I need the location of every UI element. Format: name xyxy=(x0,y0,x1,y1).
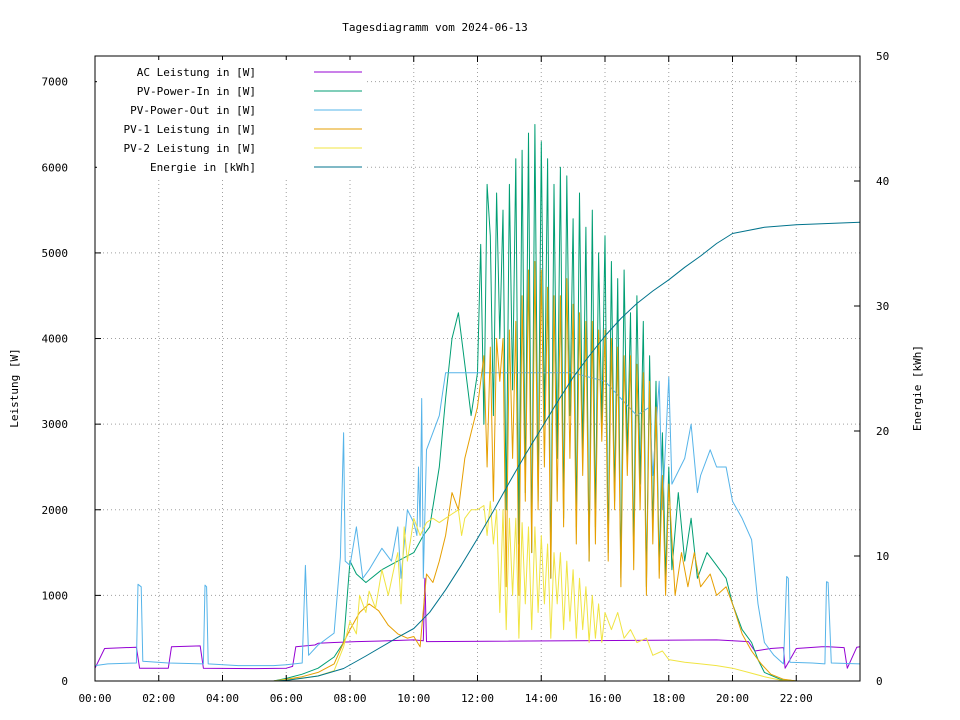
x-tick-label: 16:00 xyxy=(588,692,621,705)
y2-tick-label: 30 xyxy=(876,300,889,313)
series-line-3 xyxy=(94,372,861,667)
series-line-5 xyxy=(273,500,797,682)
chart-title: Tagesdiagramm vom 2024-06-13 xyxy=(342,21,527,34)
y-tick-label: 2000 xyxy=(42,504,69,517)
legend-label: PV-Power-Out in [W] xyxy=(130,104,256,117)
x-tick-label: 08:00 xyxy=(333,692,366,705)
legend-label: PV-1 Leistung in [W] xyxy=(124,123,256,136)
y-tick-label: 0 xyxy=(61,675,68,688)
series-line-4 xyxy=(273,261,797,682)
x-tick-label: 20:00 xyxy=(716,692,749,705)
x-tick-label: 04:00 xyxy=(206,692,239,705)
x-tick-label: 06:00 xyxy=(270,692,303,705)
x-tick-label: 18:00 xyxy=(652,692,685,705)
series-layer xyxy=(94,124,861,682)
y2-axis-label: Energie [kWh] xyxy=(911,345,924,431)
y-tick-label: 6000 xyxy=(42,161,69,174)
x-tick-label: 22:00 xyxy=(780,692,813,705)
series-line-2 xyxy=(273,124,797,682)
y-tick-label: 7000 xyxy=(42,76,69,89)
y-tick-label: 3000 xyxy=(42,418,69,431)
plot-frame xyxy=(94,55,861,682)
x-tick-label: 02:00 xyxy=(142,692,175,705)
legend-label: AC Leistung in [W] xyxy=(137,66,256,79)
y-tick-label: 1000 xyxy=(42,589,69,602)
legend-label: PV-2 Leistung in [W] xyxy=(124,142,256,155)
series-line-1 xyxy=(94,577,861,670)
legend-label: PV-Power-In in [W] xyxy=(137,85,256,98)
series-line-6 xyxy=(95,221,861,682)
x-tick-label: 10:00 xyxy=(397,692,430,705)
x-tick-label: 14:00 xyxy=(525,692,558,705)
y2-tick-label: 10 xyxy=(876,550,889,563)
axes: 00:00 02:00 04:00 06:00 08:00 10:00 12:00 14:00… xyxy=(42,50,890,705)
x-tick-label: 12:00 xyxy=(461,692,494,705)
x-tick-label: 00:00 xyxy=(78,692,111,705)
y2-tick-label: 40 xyxy=(876,175,889,188)
y2-tick-label: 0 xyxy=(876,675,883,688)
y-tick-label: 4000 xyxy=(42,333,69,346)
y2-tick-label: 20 xyxy=(876,425,889,438)
y-tick-label: 5000 xyxy=(42,247,69,260)
y-axis-label: Leistung [W] xyxy=(8,348,21,427)
legend-background xyxy=(97,60,367,178)
legend: AC Leistung in [W] PV-Power-In in [W] PV-P… xyxy=(97,60,367,178)
y2-tick-label: 50 xyxy=(876,50,889,63)
legend-label: Energie in [kWh] xyxy=(150,161,256,174)
